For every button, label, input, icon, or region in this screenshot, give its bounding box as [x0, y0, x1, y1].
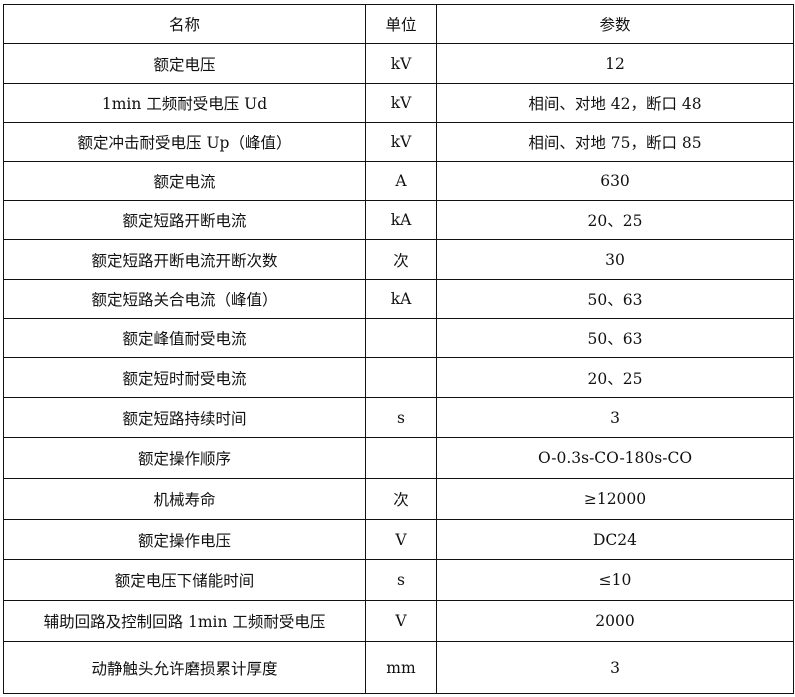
- table-row: 额定电压下储能时间 s ≤10: [3, 559, 794, 601]
- cell-unit: V: [365, 600, 437, 642]
- header-unit: 单位: [365, 4, 437, 44]
- cell-unit: s: [365, 559, 437, 601]
- cell-value: 50、63: [436, 279, 794, 319]
- cell-name: 额定电压下储能时间: [3, 559, 366, 601]
- table-row: 动静触头允许磨损累计厚度 mm 3: [3, 641, 794, 694]
- cell-value: 20、25: [436, 357, 794, 398]
- cell-name: 辅助回路及控制回路 1min 工频耐受电压: [3, 600, 366, 642]
- table-row: 额定短时耐受电流 20、25: [3, 357, 794, 398]
- table-row: 额定短路关合电流（峰值） kA 50、63: [3, 279, 794, 319]
- cell-unit: 次: [365, 239, 437, 280]
- table-row: 机械寿命次 ≥12000: [3, 478, 794, 520]
- cell-value: 20、25: [436, 200, 794, 240]
- cell-name: 额定短路持续时间: [3, 397, 366, 438]
- cell-value: O-0.3s-CO-180s-CO: [436, 437, 794, 479]
- cell-name: 额定短路开断电流开断次数: [3, 239, 366, 280]
- cell-unit: 次: [365, 478, 437, 520]
- cell-value: ≤10: [436, 559, 794, 601]
- table-row: 额定电压 kV 12: [3, 43, 794, 84]
- cell-unit: A: [365, 161, 437, 201]
- table-row: 额定短路持续时间 s 3: [3, 397, 794, 438]
- cell-value: 3: [436, 397, 794, 438]
- table-row: 额定冲击耐受电压 Up（峰值） kV 相间、对地 75，断口 85: [3, 122, 794, 162]
- cell-unit: V: [365, 519, 437, 560]
- cell-name: 额定冲击耐受电压 Up（峰值）: [3, 122, 366, 162]
- cell-value: 12: [436, 43, 794, 84]
- cell-name: 额定电流: [3, 161, 366, 201]
- cell-unit: kV: [365, 83, 437, 123]
- cell-name: 额定峰值耐受电流: [3, 318, 366, 358]
- cell-name: 动静触头允许磨损累计厚度: [3, 641, 366, 694]
- cell-value: 相间、对地 42，断口 48: [436, 83, 794, 123]
- cell-unit: [365, 437, 437, 479]
- header-value: 参数: [436, 4, 794, 44]
- table-row: 1min 工频耐受电压 Ud kV 相间、对地 42，断口 48: [3, 83, 794, 123]
- cell-name: 额定电压: [3, 43, 366, 84]
- cell-value: 30: [436, 239, 794, 280]
- cell-name: 额定短时耐受电流: [3, 357, 366, 398]
- header-name: 名称: [3, 4, 366, 44]
- cell-name: 1min 工频耐受电压 Ud: [3, 83, 366, 123]
- parameters-table: 名称 单位 参数 额定电压 kV 12 1min 工频耐受电压 Ud kV 相间、对地 4…: [3, 4, 794, 694]
- cell-name: 额定操作顺序: [3, 437, 366, 479]
- cell-name: 额定短路开断电流: [3, 200, 366, 240]
- cell-unit: s: [365, 397, 437, 438]
- cell-unit: kV: [365, 122, 437, 162]
- table-row: 额定短路开断电流开断次数次 30: [3, 239, 794, 280]
- cell-value: ≥12000: [436, 478, 794, 520]
- header-row: 名称 单位 参数: [3, 4, 794, 44]
- cell-value: 630: [436, 161, 794, 201]
- cell-value: 2000: [436, 600, 794, 642]
- cell-value: DC24: [436, 519, 794, 560]
- cell-unit: [365, 357, 437, 398]
- table-row: 额定操作顺序 O-0.3s-CO-180s-CO: [3, 437, 794, 479]
- cell-value: 3: [436, 641, 794, 694]
- cell-unit: kV: [365, 43, 437, 84]
- table-row: 额定峰值耐受电流 50、63: [3, 318, 794, 358]
- cell-unit: kA: [365, 200, 437, 240]
- cell-unit: mm: [365, 641, 437, 694]
- table-row: 额定操作电压 V DC24: [3, 519, 794, 560]
- cell-unit: kA: [365, 279, 437, 319]
- cell-value: 相间、对地 75，断口 85: [436, 122, 794, 162]
- cell-name: 额定操作电压: [3, 519, 366, 560]
- cell-unit: [365, 318, 437, 358]
- cell-value: 50、63: [436, 318, 794, 358]
- table-row: 辅助回路及控制回路 1min 工频耐受电压 V 2000: [3, 600, 794, 642]
- cell-name: 机械寿命: [3, 478, 366, 520]
- table-row: 额定短路开断电流 kA 20、25: [3, 200, 794, 240]
- table-row: 额定电流 A 630: [3, 161, 794, 201]
- cell-name: 额定短路关合电流（峰值）: [3, 279, 366, 319]
